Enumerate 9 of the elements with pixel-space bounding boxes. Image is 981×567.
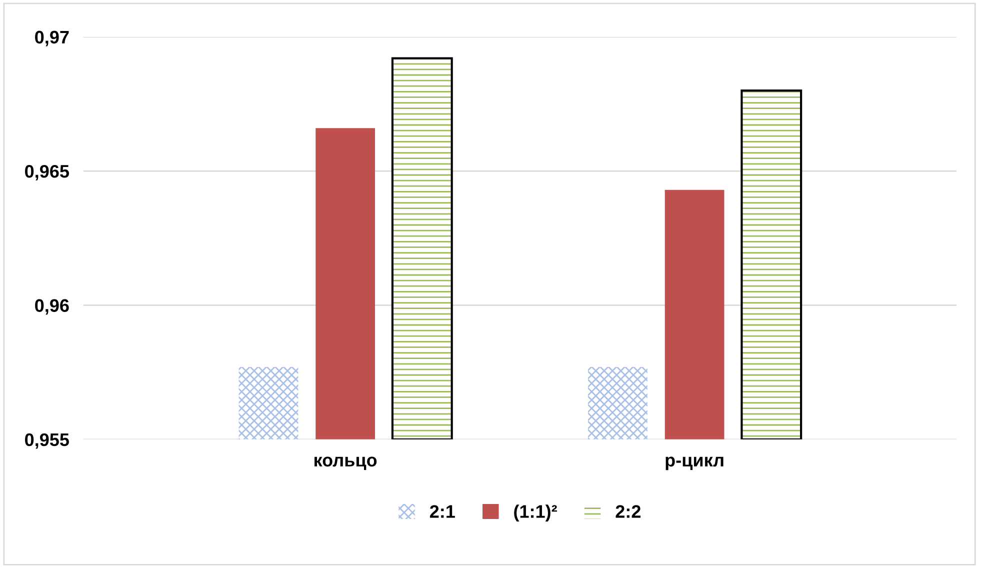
- x-tick-label: р-цикл: [666, 456, 724, 470]
- y-tick-label: 0,96: [35, 299, 69, 315]
- x-tick-label: кольцо: [314, 456, 377, 470]
- legend-label: (1:1)²: [514, 504, 557, 522]
- legend-label: 2:1: [430, 505, 455, 518]
- legend-label: 2:2: [616, 505, 640, 518]
- y-tick-label: 0,97: [35, 30, 69, 46]
- y-tick-label: 0,955: [25, 433, 69, 449]
- y-tick-label: 0,965: [25, 164, 69, 180]
